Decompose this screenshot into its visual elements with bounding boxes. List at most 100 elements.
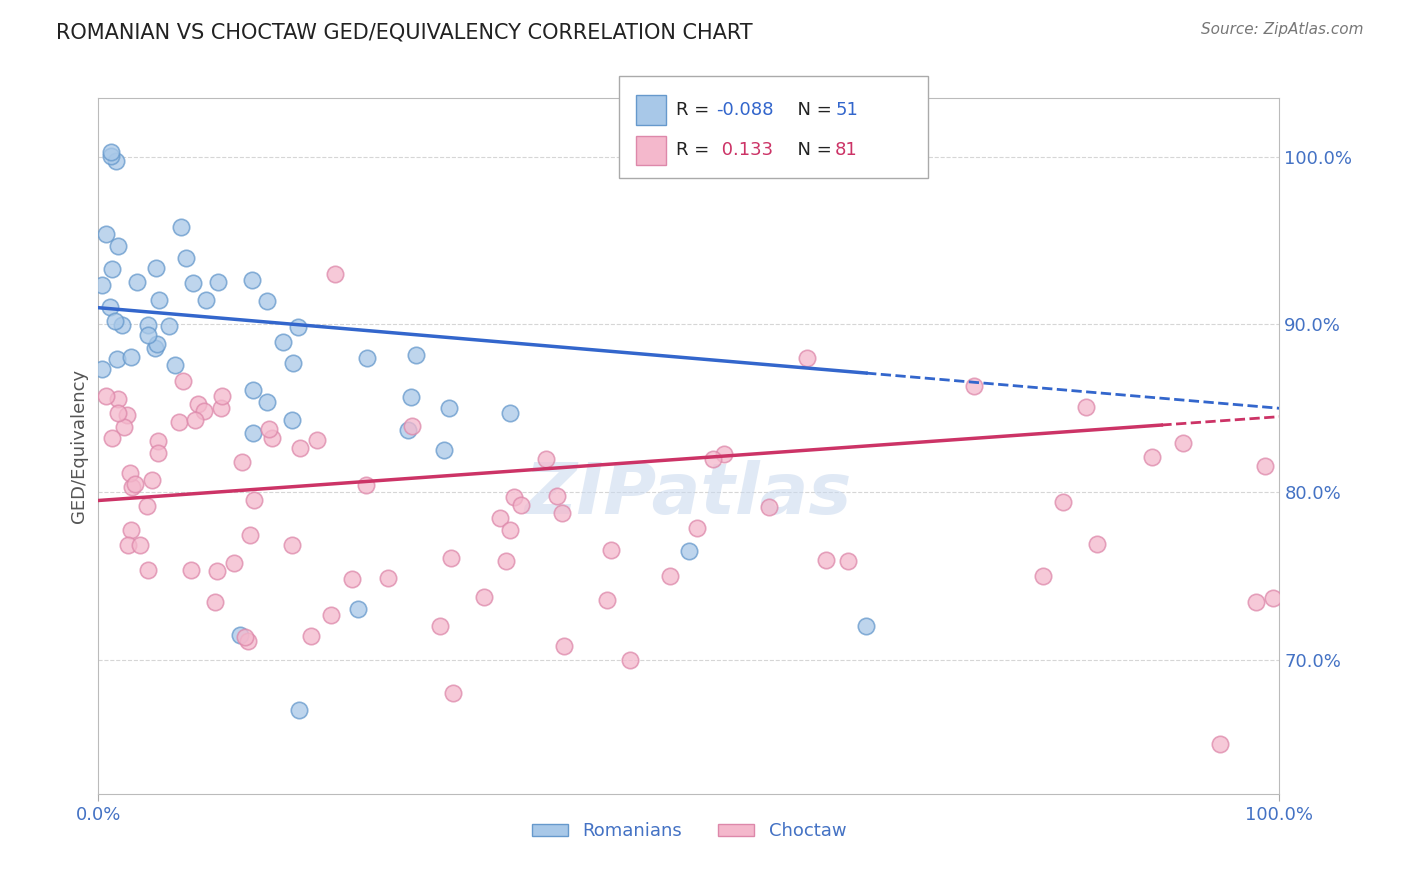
Point — [146, 337, 169, 351]
Point — [354, 478, 377, 492]
Point — [498, 523, 520, 537]
Point — [472, 590, 495, 604]
Point — [260, 431, 283, 445]
Text: 0.133: 0.133 — [716, 141, 773, 159]
Point — [242, 383, 264, 397]
Point — [124, 477, 146, 491]
Text: Source: ZipAtlas.com: Source: ZipAtlas.com — [1201, 22, 1364, 37]
Point — [1076, 400, 1098, 414]
Point — [257, 422, 280, 436]
Point — [1032, 569, 1054, 583]
Point — [686, 521, 709, 535]
Point — [287, 320, 309, 334]
Point — [678, 543, 700, 558]
Point — [204, 594, 226, 608]
Point — [546, 489, 568, 503]
Point — [356, 351, 378, 366]
Legend: Romanians, Choctaw: Romanians, Choctaw — [524, 815, 853, 847]
Point — [187, 397, 209, 411]
Point — [117, 408, 139, 422]
Point — [222, 556, 245, 570]
Text: R =: R = — [676, 101, 716, 119]
Point — [659, 569, 682, 583]
Point — [98, 300, 121, 314]
Point — [713, 446, 735, 460]
Point — [536, 451, 558, 466]
Point — [619, 653, 641, 667]
Point — [100, 145, 122, 159]
Point — [125, 275, 148, 289]
Point — [181, 277, 204, 291]
Point — [758, 500, 780, 514]
Point — [170, 220, 193, 235]
Point — [229, 627, 252, 641]
Point — [1254, 459, 1277, 474]
Point — [231, 455, 253, 469]
Point — [240, 273, 263, 287]
Point — [502, 491, 524, 505]
Point — [94, 389, 117, 403]
Point — [176, 251, 198, 265]
Point — [280, 538, 302, 552]
Point — [233, 631, 256, 645]
Point — [288, 441, 311, 455]
Point — [146, 446, 169, 460]
Point — [495, 554, 517, 568]
Text: ROMANIAN VS CHOCTAW GED/EQUIVALENCY CORRELATION CHART: ROMANIAN VS CHOCTAW GED/EQUIVALENCY CORR… — [56, 22, 752, 42]
Text: N =: N = — [786, 141, 838, 159]
Point — [1142, 450, 1164, 465]
Point — [551, 506, 574, 520]
Point — [299, 629, 322, 643]
Point — [239, 528, 262, 542]
Point — [323, 267, 346, 281]
Point — [136, 563, 159, 577]
Point — [401, 418, 423, 433]
Point — [319, 607, 342, 622]
Point — [1171, 435, 1194, 450]
Point — [193, 404, 215, 418]
Point — [236, 633, 259, 648]
Point — [1085, 537, 1108, 551]
Point — [107, 406, 129, 420]
Point — [553, 640, 575, 654]
Point — [242, 425, 264, 440]
Point — [796, 351, 818, 365]
Point — [136, 328, 159, 343]
Point — [242, 492, 264, 507]
Point — [1244, 594, 1267, 608]
Point — [340, 572, 363, 586]
Point — [433, 443, 456, 458]
Point — [107, 239, 129, 253]
Point — [165, 358, 187, 372]
Point — [305, 433, 328, 447]
Point — [101, 432, 124, 446]
Point — [167, 416, 190, 430]
Point — [180, 563, 202, 577]
Point — [209, 401, 232, 416]
Point — [280, 413, 302, 427]
Point — [396, 423, 419, 437]
Point — [256, 395, 278, 409]
Point — [105, 352, 128, 367]
Point — [138, 318, 160, 332]
Point — [121, 350, 143, 364]
Point — [105, 154, 128, 169]
Point — [101, 261, 124, 276]
Point — [159, 319, 181, 334]
Point — [439, 401, 461, 415]
Point — [143, 341, 166, 355]
Point — [489, 511, 512, 525]
Point — [172, 374, 194, 388]
Point — [283, 356, 305, 370]
Point — [205, 564, 228, 578]
Point — [815, 553, 838, 567]
Text: N =: N = — [786, 101, 838, 119]
Point — [510, 498, 533, 512]
Point — [347, 602, 370, 616]
Text: 51: 51 — [835, 101, 858, 119]
Point — [117, 538, 139, 552]
Point — [128, 538, 150, 552]
Point — [401, 390, 423, 404]
Point — [595, 592, 617, 607]
Point — [141, 474, 163, 488]
